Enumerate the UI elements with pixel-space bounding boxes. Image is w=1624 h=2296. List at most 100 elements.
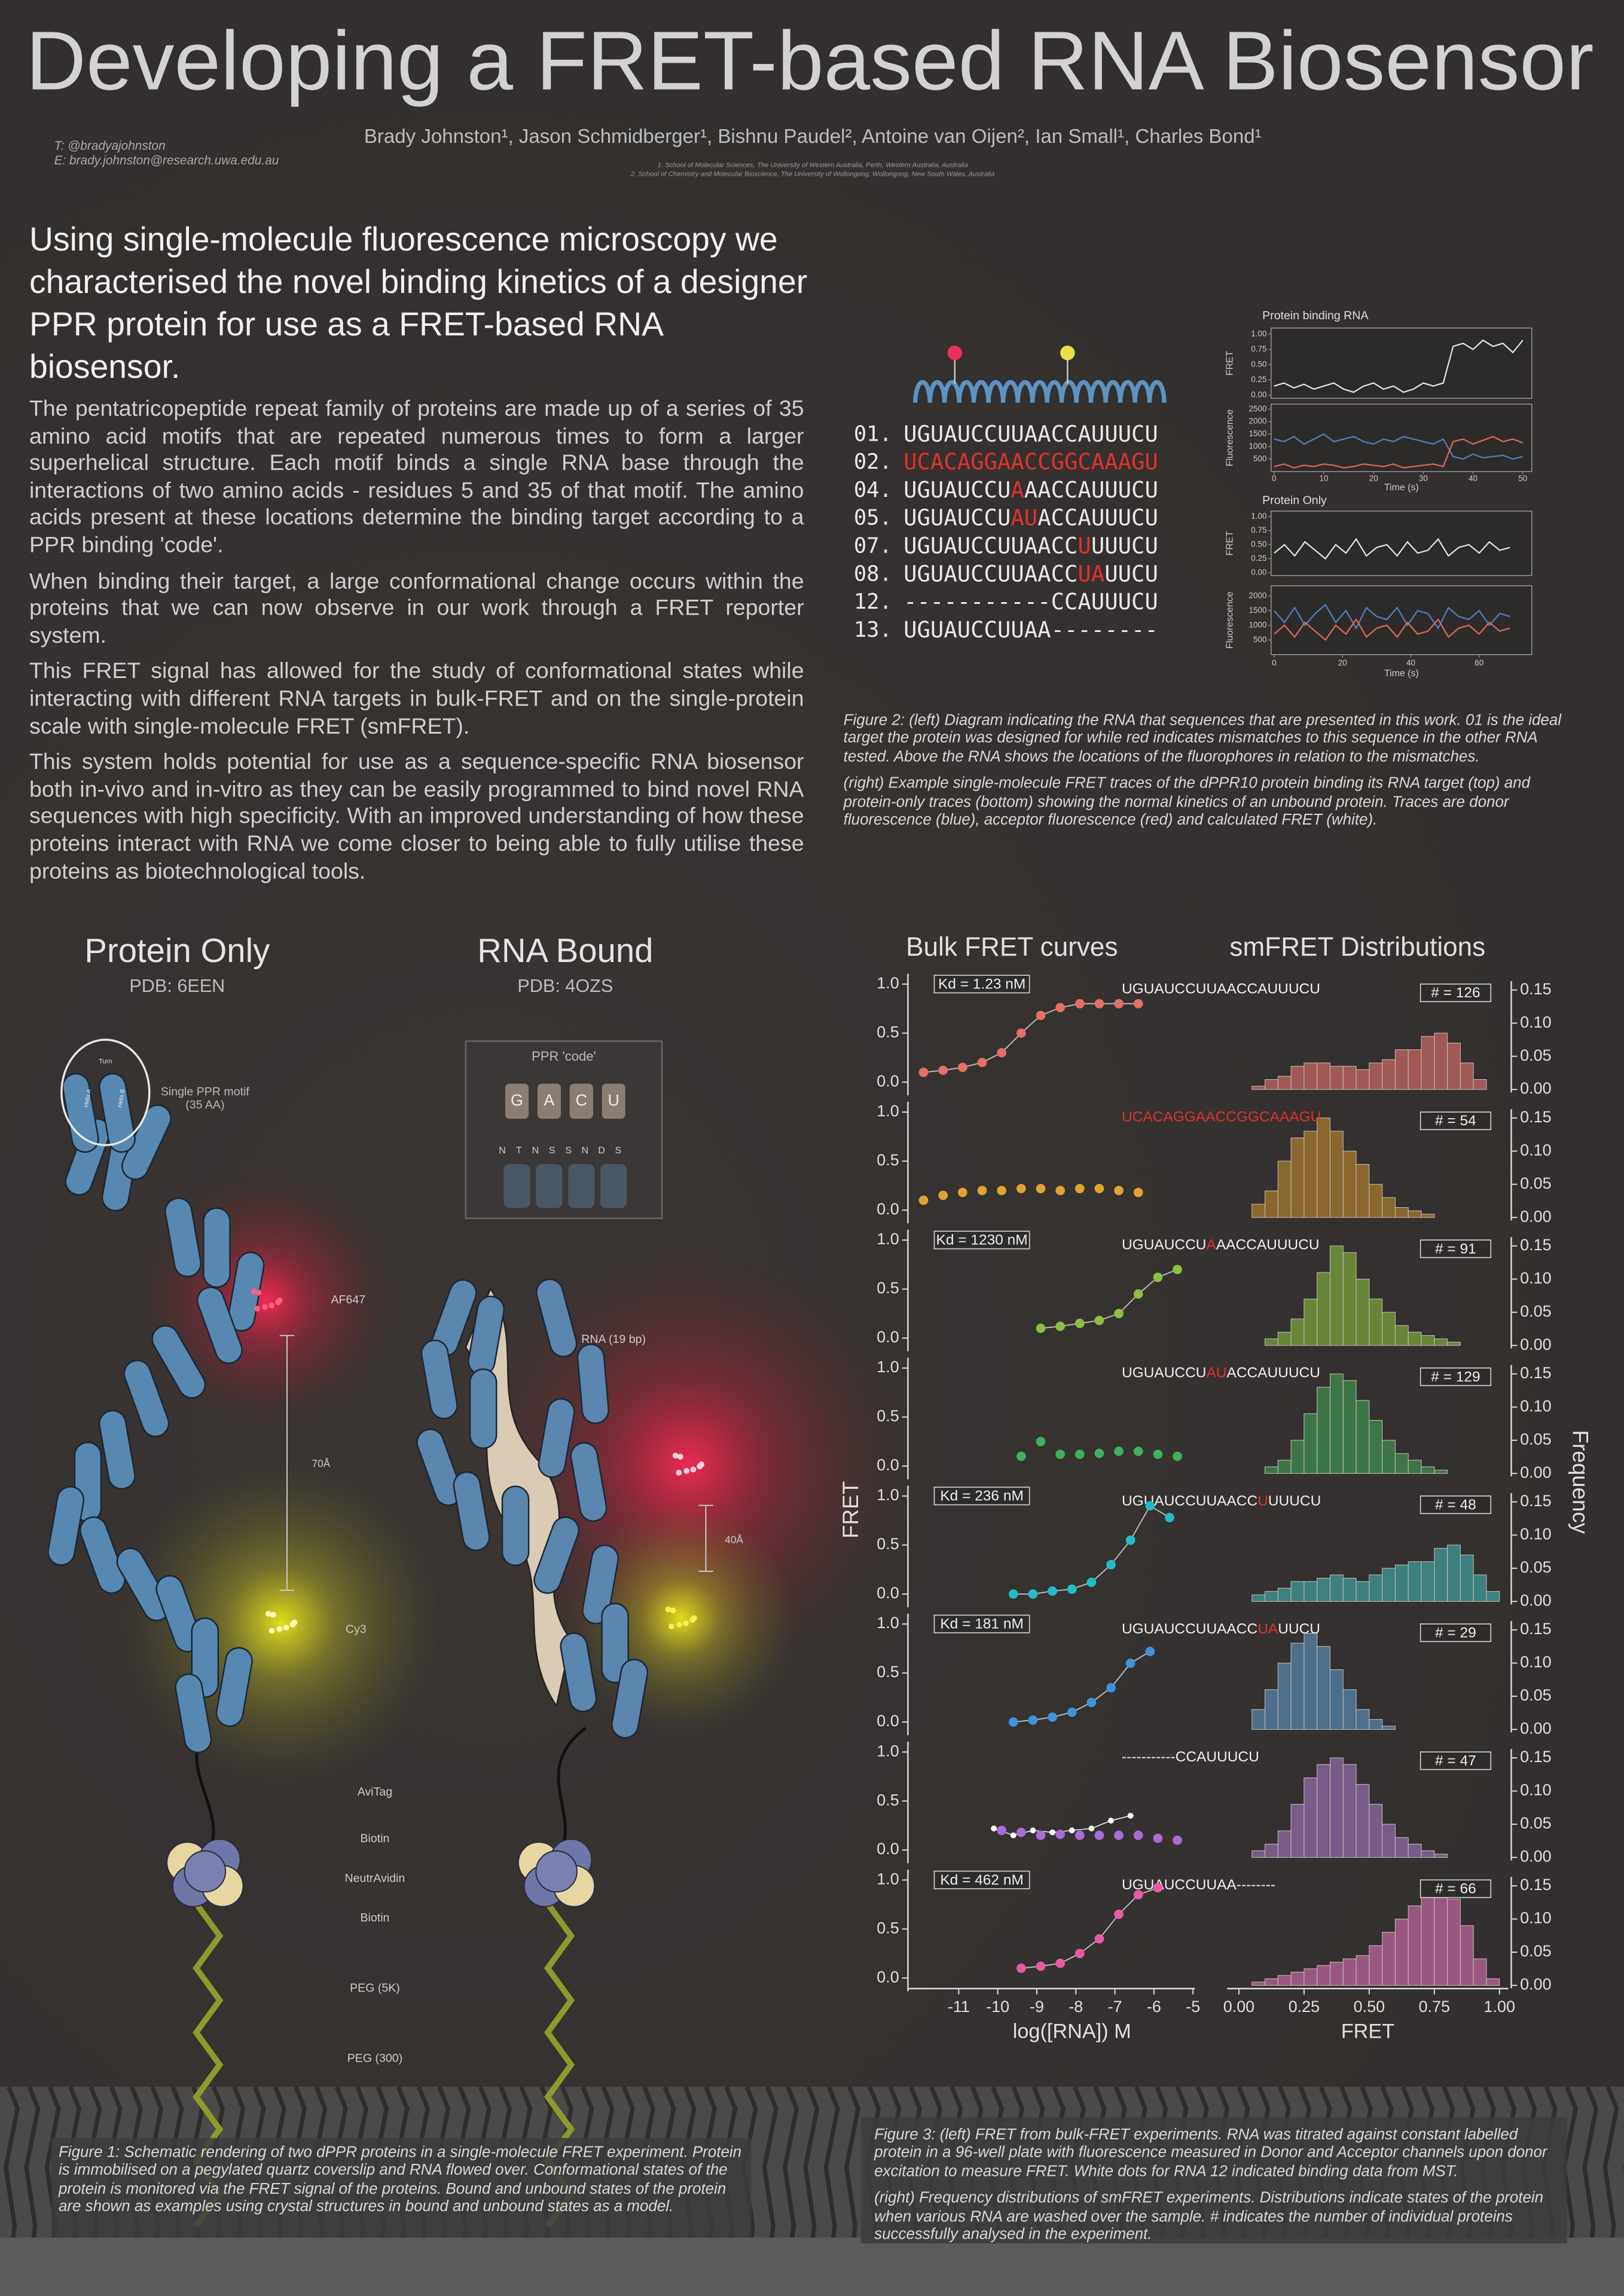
helix — [203, 1207, 231, 1288]
histogram-bar — [1421, 1892, 1435, 1986]
y-tick-label: 0.00 — [1520, 1848, 1551, 1866]
y-tick-label: 0.5 — [877, 1151, 899, 1169]
sequence-id: 01. — [854, 422, 892, 446]
histogram-bar — [1290, 1318, 1305, 1346]
fluorophore-atom — [665, 1606, 671, 1613]
y-tick-label: 0.50 — [1251, 359, 1266, 368]
neutravidin — [535, 1850, 578, 1893]
x-tick-label: 20 — [1338, 658, 1347, 667]
histogram-bar — [1408, 1561, 1422, 1602]
data-point — [1074, 999, 1085, 1009]
histogram-bar — [1382, 1059, 1396, 1090]
helix — [420, 1339, 458, 1419]
histogram-bar — [1304, 1131, 1318, 1218]
data-point — [1036, 1183, 1046, 1193]
trace-line — [1274, 538, 1510, 560]
data-point — [1133, 1446, 1143, 1457]
y-tick-label: 0.00 — [1520, 1335, 1551, 1353]
histogram-bar — [1421, 1850, 1435, 1858]
histogram-bar — [1394, 1207, 1409, 1218]
helix — [576, 1344, 609, 1424]
histogram-bar — [1369, 1719, 1383, 1730]
histogram-bar — [1394, 1325, 1409, 1346]
y-axis-label: Fluorescence — [1225, 409, 1235, 466]
kd-label: Kd = 1.23 nM — [938, 976, 1025, 992]
histogram-bar — [1265, 1591, 1278, 1602]
helix — [611, 1659, 649, 1739]
data-point — [1055, 1958, 1065, 1968]
sequence-part: UGUAUCCUUAACC — [1122, 1621, 1257, 1637]
sequence: UGUAUCCUUAA-------- — [903, 616, 1158, 642]
data-point — [1036, 1010, 1046, 1021]
x-tick-label: 60 — [1475, 658, 1483, 667]
histogram-bar — [1434, 1470, 1448, 1474]
sequence-part: UGUAUCCUUAA-------- — [903, 616, 1158, 642]
data-point — [1114, 999, 1124, 1009]
histogram-bar — [1277, 1975, 1292, 1986]
count-box — [1420, 1239, 1492, 1259]
helix — [535, 1278, 578, 1358]
sequence-part: UGUAUCCUUAACCAUUUCU — [903, 420, 1158, 447]
histogram-bar — [1342, 1958, 1357, 1986]
paragraph: This system holds potential for use as a… — [29, 750, 804, 884]
histogram-bar — [1317, 1578, 1330, 1602]
sequence-part: UA — [1077, 560, 1104, 587]
helix — [175, 1673, 212, 1754]
sequence-part: UA — [1257, 1621, 1278, 1637]
fluorophore-atom — [677, 1454, 683, 1460]
data-point — [1074, 1449, 1085, 1460]
y-tick-label: 1.0 — [877, 1870, 899, 1888]
paragraph: When binding their target, a large confo… — [29, 569, 804, 649]
histogram-bar — [1460, 1062, 1474, 1090]
helix — [80, 1516, 126, 1594]
mst-point — [991, 1825, 997, 1831]
label: Cy3 — [346, 1623, 367, 1636]
plot-title: smFRET Distributions — [1229, 933, 1485, 962]
y-tick-label: 2000 — [1249, 417, 1267, 426]
rna-backbone — [913, 380, 1167, 403]
histogram-bar — [1290, 1971, 1305, 1986]
histogram-bar — [1329, 1373, 1344, 1474]
histogram-bar — [1447, 1342, 1461, 1346]
fit-line — [1021, 1887, 1158, 1969]
data-point — [1114, 1446, 1124, 1457]
data-point — [1036, 1830, 1046, 1840]
coverslip — [0, 2237, 1624, 2296]
x-tick-label: -8 — [1069, 1998, 1083, 2016]
helix — [533, 1516, 580, 1594]
histogram-bar — [1304, 1632, 1318, 1730]
histogram-bar — [1421, 1335, 1435, 1346]
kd-label: Kd = 462 nM — [940, 1872, 1024, 1888]
sequence-id: 07. — [854, 533, 892, 558]
data-point — [1114, 1909, 1124, 1919]
y-tick-label: 1500 — [1249, 606, 1267, 615]
y-tick-label: 0.15 — [1520, 1876, 1551, 1894]
histogram-bar — [1265, 1079, 1278, 1090]
histogram-bar — [1356, 1069, 1370, 1090]
y-tick-label: 1000 — [1249, 620, 1267, 629]
histogram-bar — [1382, 1932, 1396, 1986]
count-label: # = 91 — [1435, 1241, 1476, 1257]
count-box — [1420, 1623, 1492, 1642]
histogram-bar — [1317, 1764, 1330, 1858]
data-point — [1094, 1448, 1104, 1458]
y-tick-label: 0.05 — [1520, 1942, 1551, 1960]
data-point — [1067, 1584, 1077, 1594]
y-tick-label: 1.00 — [1251, 512, 1266, 521]
histogram-bar — [1277, 1460, 1292, 1474]
fluorophore-atom — [255, 1290, 262, 1296]
count-box — [1420, 1751, 1492, 1770]
x-tick-label: -10 — [986, 1998, 1009, 2016]
sequence: UCACAGGAACCGGCAAAGU — [903, 448, 1158, 475]
data-point — [1094, 1830, 1104, 1840]
y-tick-label: 0.15 — [1520, 980, 1551, 998]
y-tick-label: 0.10 — [1520, 1653, 1551, 1671]
x-axis-label: log([RNA]) M — [1013, 2020, 1131, 2042]
data-point — [1008, 1589, 1018, 1599]
sequence-part: AU — [1206, 1365, 1226, 1381]
y-tick-label: 1.0 — [877, 1102, 899, 1120]
sequence-part: UGUAUCCU — [903, 504, 1011, 530]
sequence-part: -----------CCAUUUCU — [1122, 1749, 1259, 1765]
histogram-bar — [1434, 1338, 1448, 1346]
